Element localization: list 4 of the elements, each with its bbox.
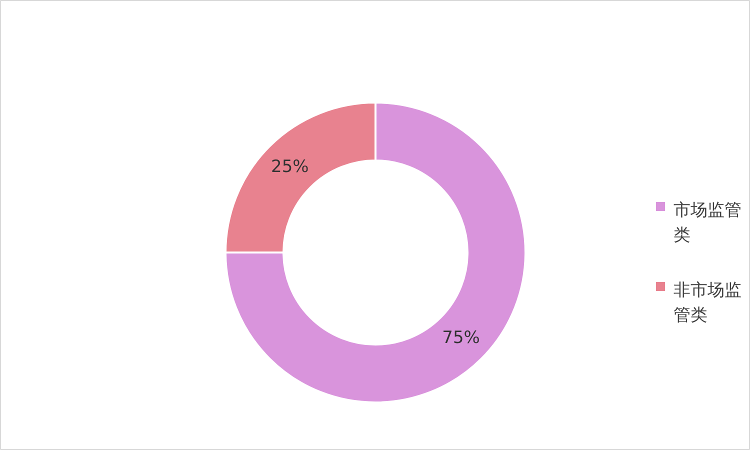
legend-label: 市场监管类: [674, 200, 742, 246]
data-label: 25%: [271, 156, 309, 177]
data-label: 75%: [442, 328, 480, 348]
legend-label: 非市场监管类: [674, 280, 742, 326]
